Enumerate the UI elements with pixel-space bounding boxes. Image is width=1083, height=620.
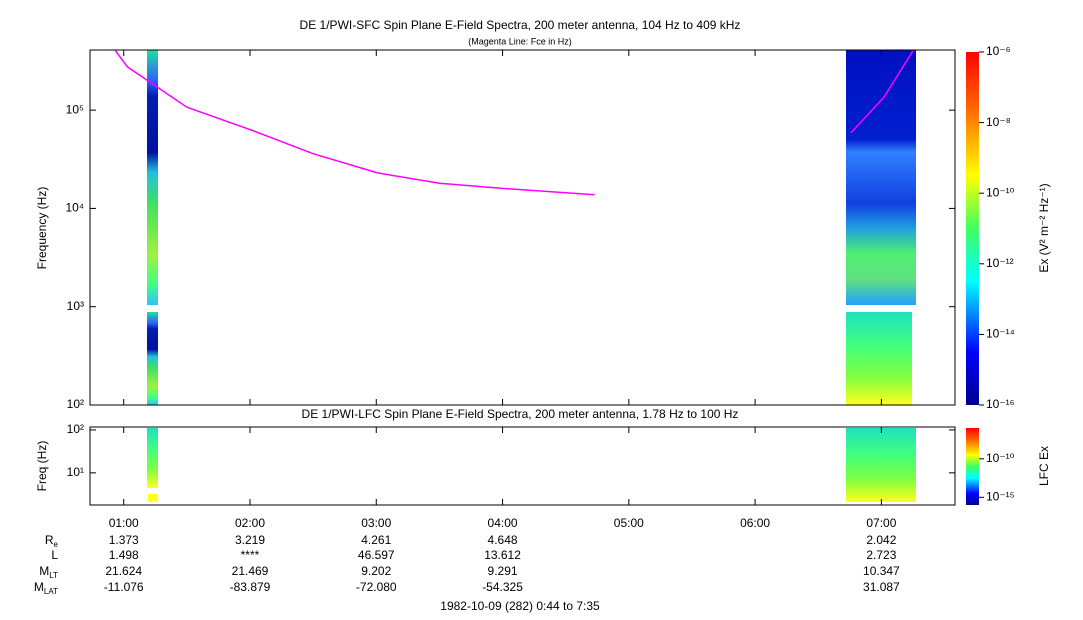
y-tick-label: 10⁵ — [66, 102, 84, 116]
ephemeris-label: MLT — [39, 564, 58, 580]
plot-frame — [89, 49, 956, 406]
colorbar-tick-label: 10⁻¹⁰ — [986, 451, 1015, 465]
fce-line — [114, 50, 914, 196]
ephemeris-value: 2.723 — [866, 548, 896, 562]
colorbar-label: Ex (V² m⁻² Hz⁻¹) — [1037, 183, 1051, 272]
x-tick-label: 01:00 — [109, 516, 139, 530]
x-tick-label: 03:00 — [361, 516, 391, 530]
label: R — [45, 533, 54, 547]
ephemeris-value: -83.879 — [230, 580, 271, 594]
ephemeris-label: L — [51, 548, 58, 562]
ephemeris-value: 10.347 — [863, 564, 900, 578]
ephemeris-value: -54.325 — [482, 580, 523, 594]
ephemeris-value: 4.261 — [361, 533, 391, 547]
colorbar-tick-label: 10⁻¹⁴ — [986, 327, 1015, 341]
label: L — [51, 548, 58, 562]
x-tick-label: 05:00 — [614, 516, 644, 530]
ephemeris-value: 9.202 — [361, 564, 391, 578]
x-tick-label: 06:00 — [740, 516, 770, 530]
colorbar-tick-label: 10⁻⁶ — [986, 44, 1011, 58]
ephemeris-value: 21.624 — [105, 564, 142, 578]
ephemeris-value: 9.291 — [488, 564, 518, 578]
y-tick-label: 10² — [67, 422, 84, 436]
ephemeris-value: 31.087 — [863, 580, 900, 594]
label-subscript: e — [54, 540, 59, 549]
y-tick-label: 10³ — [67, 299, 84, 313]
label-subscript: LAT — [44, 587, 58, 596]
ephemeris-value: 21.469 — [232, 564, 269, 578]
colorbar-tick-label: 10⁻¹⁰ — [986, 185, 1015, 199]
y-axis-label: Freq (Hz) — [35, 441, 49, 492]
colorbar-tick-label: 10⁻¹⁵ — [986, 489, 1015, 503]
colorbar-tick-label: 10⁻¹⁶ — [986, 397, 1015, 411]
ephemeris-value: **** — [241, 548, 260, 562]
ephemeris-value: -11.076 — [104, 580, 144, 594]
ephemeris-value: 46.597 — [358, 548, 395, 562]
spectrogram-stripe — [147, 428, 158, 488]
ephemeris-value: 1.498 — [109, 548, 139, 562]
chart-title: DE 1/PWI-SFC Spin Plane E-Field Spectra,… — [300, 18, 741, 32]
ephemeris-value: 3.219 — [235, 533, 265, 547]
ephemeris-label: Re — [45, 533, 59, 549]
y-tick-label: 10⁴ — [65, 201, 84, 215]
label: M — [39, 564, 49, 578]
colorbar-label: LFC Ex — [1037, 446, 1051, 486]
ephemeris-value: 2.042 — [866, 533, 896, 547]
spectrogram-stripe — [147, 50, 158, 305]
chart-title: DE 1/PWI-LFC Spin Plane E-Field Spectra,… — [302, 407, 739, 421]
colorbar — [966, 52, 979, 405]
spectrogram-stripe — [148, 494, 158, 502]
spectrogram-block — [846, 428, 916, 502]
spectrogram-stripe — [147, 312, 158, 405]
chart-subtitle: (Magenta Line: Fce in Hz) — [468, 36, 572, 46]
ephemeris-value: 4.648 — [488, 533, 518, 547]
colorbar-tick-label: 10⁻⁸ — [986, 115, 1011, 129]
y-axis-label: Frequency (Hz) — [35, 187, 49, 270]
y-tick-label: 10² — [67, 397, 84, 411]
ephemeris-value: 1.373 — [109, 533, 139, 547]
x-tick-label: 07:00 — [866, 516, 896, 530]
label-subscript: LT — [49, 571, 58, 580]
ephemeris-value: -72.080 — [356, 580, 397, 594]
colorbar-tick-label: 10⁻¹² — [986, 256, 1014, 270]
footer: 1982-10-09 (282) 0:44 to 7:35 — [440, 599, 600, 613]
y-tick-label: 10¹ — [67, 465, 84, 479]
label: M — [34, 580, 44, 594]
ephemeris-value: 13.612 — [484, 548, 521, 562]
colorbar — [966, 428, 979, 505]
spectrogram-block — [846, 312, 912, 405]
plot-frame — [89, 426, 956, 506]
ephemeris-label: MLAT — [34, 580, 58, 596]
spectrogram-block — [846, 50, 916, 305]
x-tick-label: 02:00 — [235, 516, 265, 530]
x-tick-label: 04:00 — [488, 516, 518, 530]
